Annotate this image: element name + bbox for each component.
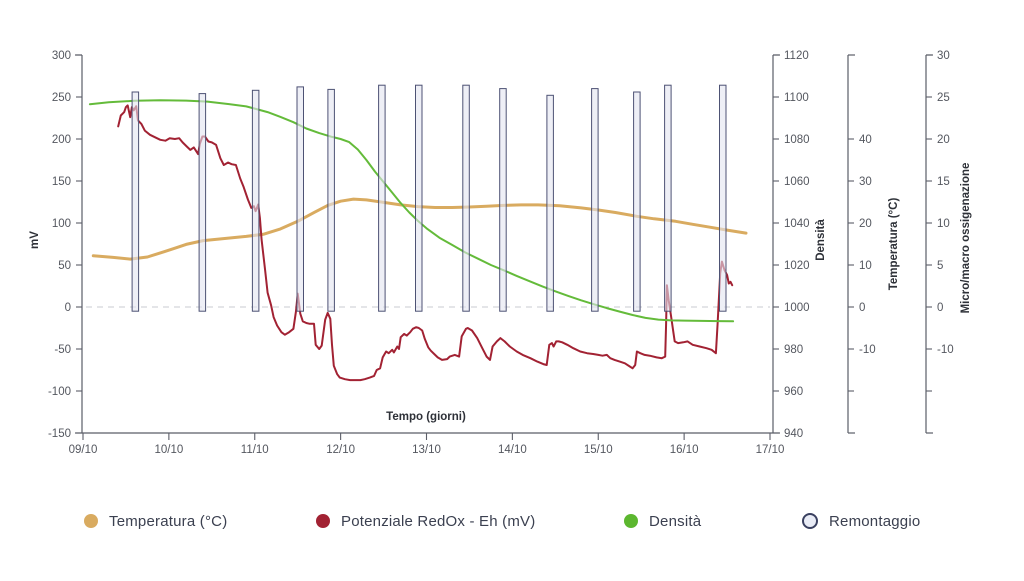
legend-label-remontaggio: Remontaggio (829, 512, 921, 530)
temperatura-dot-icon (84, 514, 98, 528)
svg-text:1080: 1080 (784, 134, 810, 146)
remontaggio-ring-icon (802, 513, 818, 529)
svg-text:14/10: 14/10 (498, 444, 527, 456)
legend-item-remontaggio[interactable]: Remontaggio (802, 506, 920, 536)
svg-text:200: 200 (52, 134, 71, 146)
svg-text:10/10: 10/10 (154, 444, 183, 456)
legend-label-densita: Densità (649, 512, 702, 530)
chart-legend: Temperatura (°C) Potenziale RedOx - Eh (… (0, 506, 1024, 540)
svg-text:30: 30 (937, 50, 950, 62)
redox-dot-icon (316, 514, 330, 528)
svg-text:-100: -100 (48, 386, 71, 398)
svg-text:-10: -10 (859, 344, 876, 356)
svg-text:Temperatura (°C): Temperatura (°C) (888, 198, 900, 291)
svg-text:1120: 1120 (784, 50, 809, 62)
svg-text:960: 960 (784, 386, 803, 398)
svg-text:980: 980 (784, 344, 803, 356)
svg-text:1040: 1040 (784, 218, 810, 230)
svg-text:20: 20 (937, 134, 950, 146)
legend-label-temperatura: Temperatura (°C) (109, 512, 228, 530)
svg-text:300: 300 (52, 50, 71, 62)
svg-text:940: 940 (784, 428, 803, 440)
svg-text:-50: -50 (54, 344, 71, 356)
svg-text:1060: 1060 (784, 176, 810, 188)
svg-text:09/10: 09/10 (69, 444, 98, 456)
legend-item-densita[interactable]: Densità (624, 506, 701, 536)
svg-text:15: 15 (937, 176, 950, 188)
svg-text:mV: mV (29, 231, 41, 249)
svg-text:15/10: 15/10 (584, 444, 613, 456)
svg-text:1020: 1020 (784, 260, 810, 272)
svg-text:Densità: Densità (815, 219, 827, 261)
svg-text:1100: 1100 (784, 92, 809, 104)
svg-text:10: 10 (859, 260, 872, 272)
svg-text:13/10: 13/10 (412, 444, 441, 456)
svg-text:0: 0 (937, 302, 943, 314)
svg-text:-150: -150 (48, 428, 71, 440)
svg-text:0: 0 (859, 302, 865, 314)
svg-text:1000: 1000 (784, 302, 810, 314)
svg-text:-10: -10 (937, 344, 954, 356)
svg-text:Tempo (giorni): Tempo (giorni) (386, 411, 466, 423)
legend-item-temperatura[interactable]: Temperatura (°C) (84, 506, 227, 536)
svg-text:17/10: 17/10 (756, 444, 785, 456)
svg-text:30: 30 (859, 176, 872, 188)
legend-item-redox[interactable]: Potenziale RedOx - Eh (mV) (316, 506, 535, 536)
svg-text:20: 20 (859, 218, 872, 230)
svg-text:40: 40 (859, 134, 872, 146)
svg-text:25: 25 (937, 92, 950, 104)
svg-text:100: 100 (52, 218, 71, 230)
svg-text:11/10: 11/10 (241, 444, 269, 456)
svg-text:0: 0 (65, 302, 71, 314)
svg-text:16/10: 16/10 (670, 444, 699, 456)
fermentation-chart: 300250200150100500-50-100-150mV112011001… (29, 50, 972, 456)
legend-label-redox: Potenziale RedOx - Eh (mV) (341, 512, 536, 530)
densita-dot-icon (624, 514, 638, 528)
svg-text:10: 10 (937, 218, 950, 230)
svg-text:250: 250 (52, 92, 71, 104)
svg-text:12/10: 12/10 (326, 444, 355, 456)
svg-text:150: 150 (52, 176, 71, 188)
svg-text:5: 5 (937, 260, 943, 272)
svg-text:50: 50 (58, 260, 71, 272)
svg-text:Micro/macro ossigenazione: Micro/macro ossigenazione (960, 163, 972, 314)
